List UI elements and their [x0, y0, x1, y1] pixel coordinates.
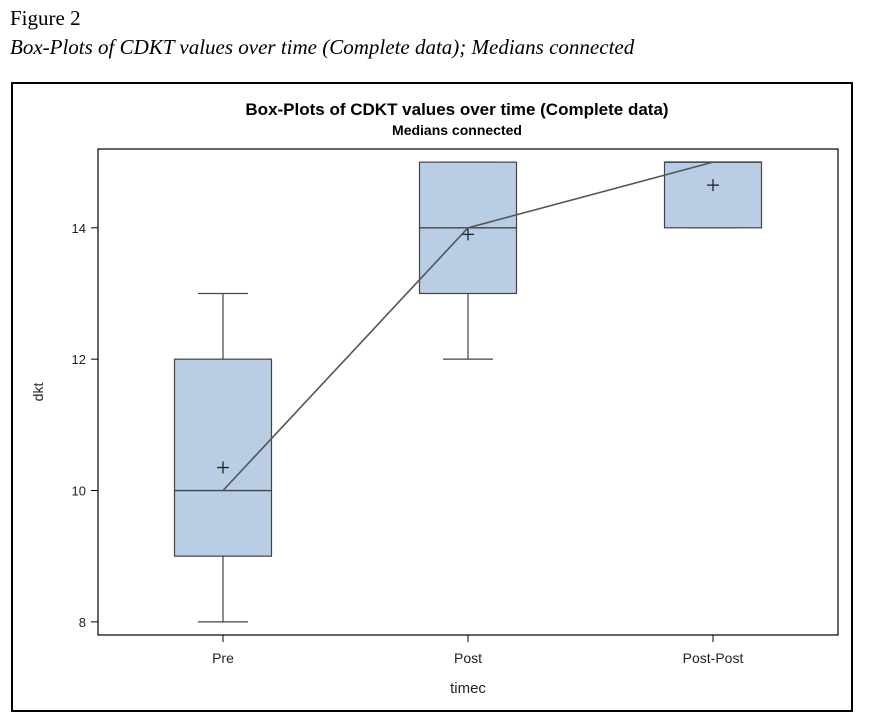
x-tick-label: Pre [212, 650, 234, 666]
box-post-post [663, 161, 763, 229]
box-post [418, 161, 518, 360]
y-tick-label: 10 [72, 484, 86, 499]
y-tick-label: 14 [72, 221, 86, 236]
y-tick-label: 12 [72, 352, 86, 367]
box-pre [173, 292, 273, 623]
figure-label: Figure 2 [10, 6, 81, 30]
median-connector [222, 161, 714, 492]
figure-caption: Box-Plots of CDKT values over time (Comp… [10, 35, 635, 59]
y-axis: 8 10 12 14 [72, 221, 98, 630]
y-axis-label: dkt [30, 383, 46, 402]
box-plot-chart: Box-Plots of CDKT values over time (Comp… [30, 100, 839, 697]
x-axis: Pre Post Post-Post [212, 635, 743, 666]
x-axis-label: timec [450, 680, 486, 697]
box-iqr [173, 358, 273, 557]
x-tick-label: Post-Post [683, 650, 744, 666]
box-iqr [663, 161, 763, 229]
chart-subtitle: Medians connected [392, 122, 522, 138]
chart-frame: Box-Plots of CDKT values over time (Comp… [11, 82, 853, 712]
x-tick-label: Post [454, 650, 482, 666]
chart-title: Box-Plots of CDKT values over time (Comp… [245, 100, 668, 119]
box-series [173, 161, 763, 623]
y-tick-label: 8 [79, 615, 86, 630]
median-connector-line [222, 161, 714, 492]
